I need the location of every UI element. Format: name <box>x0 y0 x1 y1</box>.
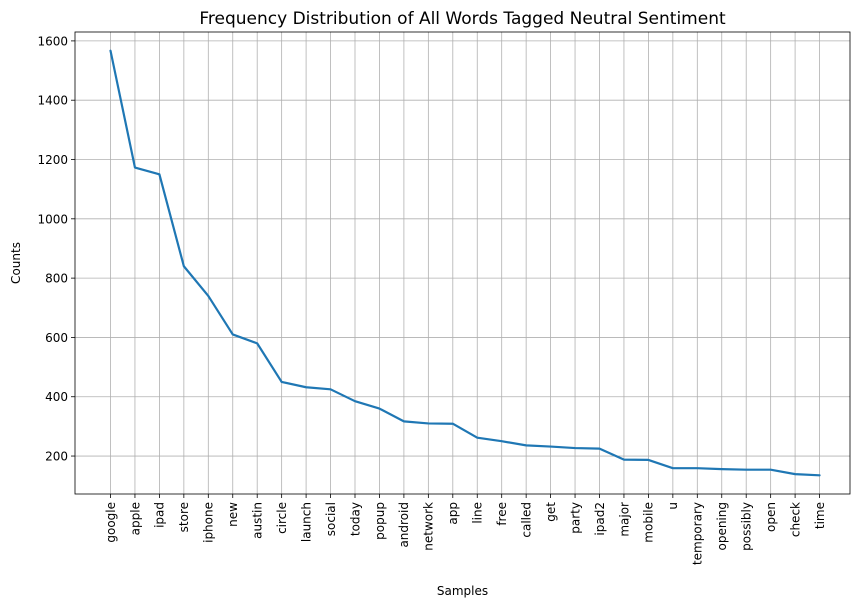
grid-lines <box>75 32 850 494</box>
x-tick-label: austin <box>251 502 265 539</box>
y-tick-label: 1200 <box>37 153 68 167</box>
x-tick-label: network <box>422 502 436 551</box>
x-tick-label: store <box>177 502 191 532</box>
x-tick-label: new <box>226 502 240 527</box>
x-tick-label: mobile <box>642 502 656 543</box>
x-tick-label: iphone <box>202 502 216 543</box>
x-tick-label: social <box>324 502 338 536</box>
x-tick-label: ipad2 <box>593 502 607 536</box>
x-tick-label: popup <box>373 502 387 540</box>
x-tick-label: google <box>104 502 118 543</box>
plot-frame <box>74 31 851 495</box>
x-tick-label: party <box>568 502 582 534</box>
x-axis-ticks: google apple ipad store iphone new austin circl… <box>104 494 827 565</box>
y-tick-label: 800 <box>45 272 68 286</box>
x-tick-label: today <box>348 502 362 536</box>
x-axis-label: Samples <box>437 584 488 598</box>
x-tick-label: time <box>813 502 827 529</box>
x-tick-label: apple <box>128 502 142 535</box>
x-tick-label: check <box>788 502 802 537</box>
y-axis-ticks: 200 400 600 800 1000 1200 1400 1600 <box>37 34 75 464</box>
frequency-line <box>109 49 821 477</box>
x-tick-label: major <box>617 502 631 537</box>
x-tick-label: ipad <box>153 502 167 528</box>
y-tick-label: 200 <box>45 450 68 464</box>
y-tick-label: 400 <box>45 390 68 404</box>
y-axis-label: Counts <box>9 242 23 284</box>
y-tick-label: 1600 <box>37 34 68 48</box>
x-tick-label: temporary <box>691 502 705 565</box>
x-tick-label: app <box>446 502 460 525</box>
y-tick-label: 1400 <box>37 94 68 108</box>
x-tick-label: android <box>397 502 411 548</box>
x-tick-label: open <box>764 502 778 532</box>
series-layer <box>109 49 821 477</box>
chart-title: Frequency Distribution of All Words Tagg… <box>199 9 726 29</box>
y-tick-label: 1000 <box>37 212 68 226</box>
x-tick-label: get <box>544 502 558 522</box>
x-tick-label: free <box>495 502 509 526</box>
y-tick-label: 600 <box>45 331 68 345</box>
x-tick-label: called <box>519 502 533 538</box>
x-tick-label: opening <box>715 502 729 551</box>
x-tick-label: possibly <box>740 502 754 551</box>
x-tick-label: u <box>666 502 680 510</box>
x-tick-label: line <box>471 502 485 524</box>
x-tick-label: circle <box>275 502 289 534</box>
x-tick-label: launch <box>299 502 313 542</box>
